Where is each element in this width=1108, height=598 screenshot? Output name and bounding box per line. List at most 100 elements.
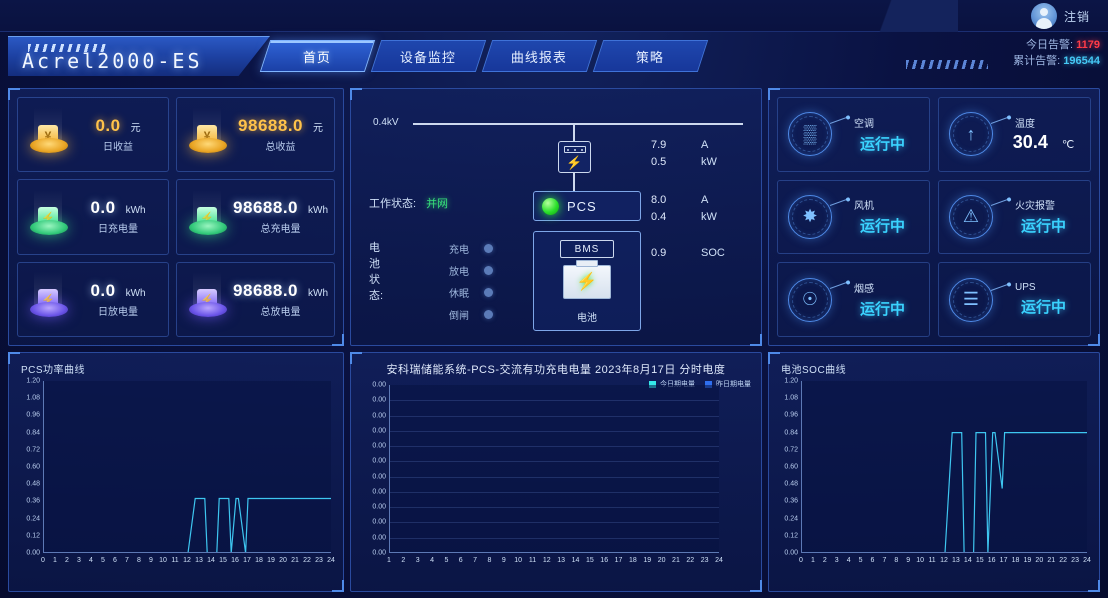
battery-state-label: 倒闸: [449, 310, 469, 322]
battery-state-label: 放电: [449, 266, 469, 278]
battery-discharge-icon: [183, 272, 233, 324]
x-tick-label: 18: [629, 557, 637, 564]
battery-status-label: 电池状态:: [369, 242, 384, 302]
kpi-name: 日放电量: [98, 306, 139, 318]
x-tick-label: 13: [952, 557, 960, 564]
battery-charge-icon: [183, 189, 233, 242]
x-tick-label: 2: [822, 557, 827, 564]
kpi-card-2[interactable]: 0.0 kWh 日充电量: [17, 179, 170, 255]
pcs-status-led-icon: [542, 197, 559, 215]
x-tick-label: 23: [1071, 557, 1079, 564]
nav-tab-0[interactable]: 首页: [259, 40, 376, 72]
x-tick-label: 15: [219, 557, 227, 564]
y-tick-label: 0.12: [784, 532, 798, 540]
x-tick-label: 9: [501, 557, 506, 564]
battery-charge-icon: [24, 189, 74, 242]
device-unit: ℃: [1061, 139, 1075, 152]
kpi-card-4[interactable]: 0.0 kWh 日放电量: [17, 261, 170, 337]
battery-state-led-icon: [484, 309, 493, 319]
x-tick-label: 21: [672, 557, 680, 564]
pcs-power-unit: kW: [701, 210, 717, 223]
nav-tab-2[interactable]: 曲线报表: [481, 40, 598, 72]
logout-link[interactable]: 注销: [1063, 9, 1090, 24]
x-tick-label: 4: [430, 557, 434, 564]
battery-label: 电池: [577, 313, 597, 324]
device-name: 温度: [1015, 119, 1035, 131]
kpi-unit: kWh: [125, 287, 146, 299]
x-tick-label: 12: [542, 557, 551, 564]
kpi-body: 0.0 kWh 日放电量: [74, 281, 162, 318]
kpi-card-5[interactable]: 98688.0 kWh 总放电量: [176, 261, 335, 337]
ups-icon: ☰: [949, 277, 993, 322]
nav-tab-1[interactable]: 设备监控: [370, 40, 487, 72]
x-tick-label: 8: [894, 557, 899, 564]
soc-row: 0.9 SOC: [651, 247, 725, 259]
user-menu[interactable]: 注销: [1030, 3, 1090, 29]
grid-current-value: 7.9: [651, 139, 667, 151]
battery-state-2: 休眠: [449, 281, 493, 303]
x-tick-label: 24: [1083, 557, 1091, 564]
y-axis: 0.00 0.00 0.00 0.00 0.00 0.00 0.00 0.00 0.00 0.00…: [351, 381, 386, 557]
x-tick-label: 10: [514, 557, 523, 564]
fire-alarm-icon: ⚠: [949, 194, 993, 239]
x-tick-label: 8: [137, 557, 141, 564]
y-tick-label: 0.48: [26, 480, 40, 488]
leader-line-icon: [829, 282, 848, 290]
pcs-power-chart-panel: PCS功率曲线 1.20 1.08 0.96 0.84 0.72 0.60 0.48 0.36…: [8, 352, 344, 592]
bus-voltage-label: 0.4kV: [373, 117, 399, 128]
y-tick-label: 0.00: [372, 381, 386, 389]
nav-tab-label: 策略: [636, 49, 665, 65]
device-card-0[interactable]: ▒ 空调 运行中: [777, 97, 930, 172]
hatch-right-decoration-icon: [906, 60, 988, 69]
series-line: [944, 432, 1087, 552]
kpi-body: 98688.0 kWh 总充电量: [233, 198, 328, 235]
nav-tab-3[interactable]: 策略: [592, 40, 709, 72]
x-tick-label: 20: [279, 557, 287, 564]
power-meter-icon[interactable]: ⚡: [558, 141, 591, 173]
bus-to-meter-line: [573, 123, 575, 141]
y-axis: 1.20 1.08 0.96 0.84 0.72 0.60 0.48 0.36 0.24 0.12…: [769, 378, 798, 557]
y-tick-label: 0.36: [784, 497, 798, 505]
device-name: 风机: [854, 201, 874, 213]
kpi-name: 日收益: [103, 142, 134, 154]
soc-unit: SOC: [701, 247, 725, 259]
grid-power-unit: kW: [701, 155, 717, 168]
x-tick-label: 14: [963, 557, 972, 564]
battery-status-list: 充电 放电 休眠 倒闸: [449, 237, 493, 325]
device-card-2[interactable]: ✸ 风机 运行中: [777, 179, 930, 255]
legend-item-0[interactable]: 今日期电量: [649, 379, 695, 389]
device-card-3[interactable]: ⚠ 火灾报警 运行中: [938, 179, 1091, 255]
battery-state-0: 充电: [449, 237, 493, 259]
x-tick-label: 7: [473, 557, 478, 564]
device-card-5[interactable]: ☰ UPS 运行中: [938, 262, 1091, 337]
kpi-card-3[interactable]: 98688.0 kWh 总充电量: [176, 179, 335, 255]
x-tick-label: 3: [415, 557, 420, 564]
pcs-energy-chart-legend: 今日期电量 昨日期电量: [649, 379, 751, 389]
alarm-summary: 今日告警: 1179 累计告警: 196544: [1013, 38, 1100, 70]
y-tick-label: 0.00: [372, 427, 386, 435]
battery-node[interactable]: BMS 电池: [533, 231, 641, 331]
legend-item-1[interactable]: 昨日期电量: [705, 379, 751, 389]
x-tick-label: 8: [487, 557, 492, 564]
device-card-1[interactable]: ↑ 温度 30.4 ℃: [938, 97, 1091, 172]
x-tick-label: 19: [267, 557, 275, 564]
x-tick-label: 10: [159, 557, 167, 564]
user-bar-decoration: [838, 0, 958, 32]
system-diagram: 0.4kV ⚡ PCS BMS 电池 工作状态: 并网: [351, 89, 761, 345]
pcs-node[interactable]: PCS: [533, 191, 641, 221]
y-axis: 1.20 1.08 0.96 0.84 0.72 0.60 0.48 0.36 0.24 0.12…: [9, 378, 40, 557]
y-tick-label: 1.08: [26, 394, 40, 402]
x-tick-label: 22: [686, 557, 695, 564]
y-tick-label: 0.00: [26, 549, 40, 557]
battery-state-label: 充电: [449, 244, 469, 256]
battery-state-led-icon: [484, 243, 493, 253]
bms-label: BMS: [560, 240, 614, 258]
x-tick-label: 20: [1035, 557, 1044, 564]
device-card-4[interactable]: ☉ 烟感 运行中: [777, 262, 930, 337]
kpi-unit: 元: [130, 123, 141, 135]
x-tick-label: 22: [303, 557, 311, 564]
x-tick-label: 24: [715, 557, 723, 564]
